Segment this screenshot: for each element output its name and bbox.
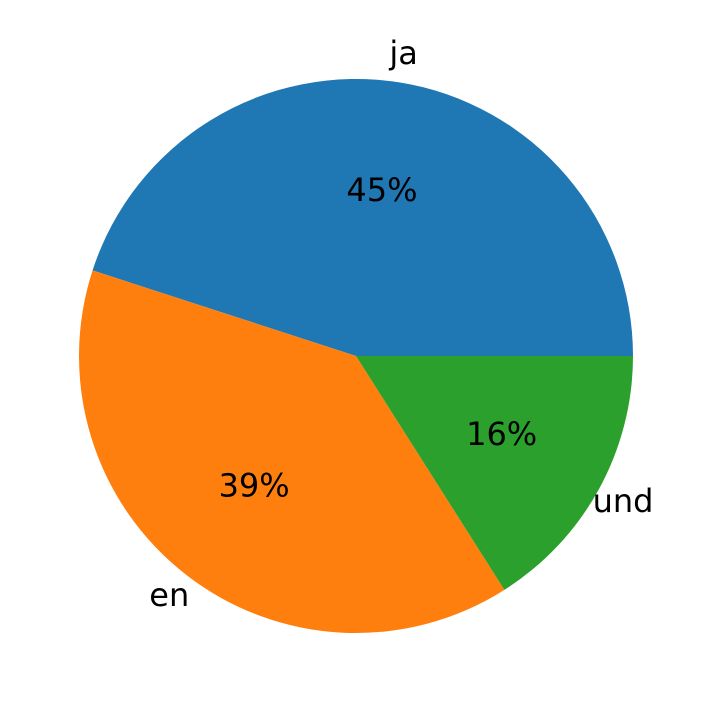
value-label: 45%: [346, 171, 417, 209]
pie-slice: [78, 270, 505, 633]
pie-slice: [356, 356, 633, 590]
slice-label: und: [593, 482, 654, 520]
slice-label: ja: [388, 34, 418, 72]
value-label: 16%: [466, 415, 537, 453]
slice-label: en: [149, 576, 189, 614]
pie-slice: [92, 79, 633, 356]
value-label: 39%: [219, 466, 290, 504]
